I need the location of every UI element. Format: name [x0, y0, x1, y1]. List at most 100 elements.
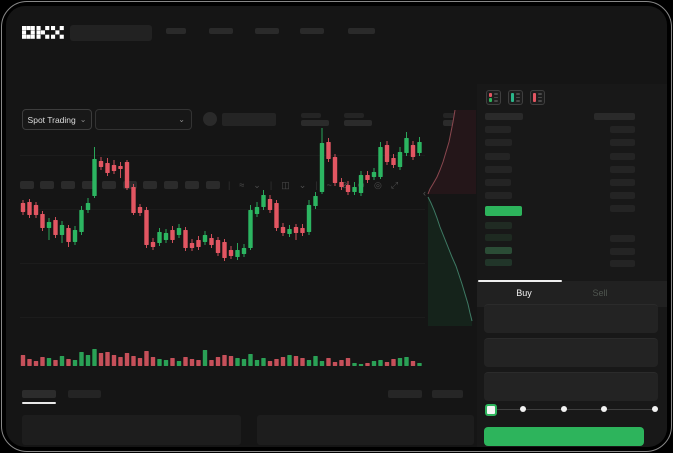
- bid-row-1[interactable]: [485, 234, 512, 241]
- slider-handle[interactable]: [485, 404, 497, 416]
- top-navbar: [6, 6, 667, 50]
- slider-stop-1[interactable]: [520, 406, 526, 412]
- bid-row-0[interactable]: [485, 222, 512, 229]
- coin-avatar: [203, 112, 217, 126]
- ask-amount-1: [610, 139, 635, 146]
- slider-stop-4[interactable]: [652, 406, 658, 412]
- draw-tool-icon[interactable]: ⊘: [340, 179, 349, 190]
- gridline-1: [20, 209, 425, 210]
- ask-row-2[interactable]: [485, 153, 510, 160]
- ask-amount-6: [610, 205, 635, 212]
- gridline-3: [20, 317, 425, 318]
- bid-row-3[interactable]: [485, 259, 512, 266]
- bid-row-2[interactable]: [485, 247, 512, 254]
- ask-amount-3: [610, 166, 635, 173]
- bottom-panel-1: [257, 415, 474, 445]
- interval-button-2[interactable]: [61, 181, 75, 189]
- okx-logo[interactable]: [22, 26, 64, 40]
- ask-amount-4: [610, 179, 635, 186]
- settings-circle-icon[interactable]: ◎: [373, 179, 382, 190]
- chart-toolbar: |≈⌄|◫⌄|~⊘⊛◎⤢: [6, 88, 460, 190]
- bottom-panel-0: [22, 415, 241, 445]
- stat-value-placeholder-1: [344, 120, 372, 126]
- interval-button-4[interactable]: [102, 181, 116, 189]
- bid-amount-1: [610, 248, 635, 255]
- stat-label-placeholder-0: [301, 113, 321, 118]
- nav-search-placeholder[interactable]: [70, 25, 152, 41]
- bid-amount-2: [610, 260, 635, 267]
- indicator-zigzag-icon[interactable]: ≈: [239, 180, 245, 190]
- interval-button-0[interactable]: [20, 181, 34, 189]
- volume-chart: [20, 349, 422, 366]
- orderbook-view-all-icon[interactable]: [486, 90, 501, 105]
- stat-value-placeholder-0: [301, 120, 329, 126]
- chevron-down-icon: ⌄: [178, 114, 185, 124]
- ob-header-price: [485, 113, 523, 120]
- depth-collapse-icon[interactable]: ‹: [423, 188, 426, 198]
- chevron-down-icon[interactable]: ⌄: [298, 179, 307, 190]
- bottom-tab-1[interactable]: [68, 390, 101, 398]
- divider: |: [269, 180, 273, 190]
- market-bar: Spot Trading ⌄ ⌄: [6, 52, 667, 130]
- ask-row-1[interactable]: [485, 139, 512, 146]
- chevron-down-icon[interactable]: ⌄: [253, 179, 261, 190]
- chevron-down-icon: ⌄: [79, 114, 87, 124]
- candle-style-icon[interactable]: ◫: [281, 179, 290, 190]
- depth-chart[interactable]: [427, 110, 476, 328]
- interval-button-5[interactable]: [123, 181, 137, 189]
- candlestick-chart[interactable]: [20, 110, 425, 334]
- nav-item-placeholder-0[interactable]: [166, 28, 186, 34]
- line-tool-icon[interactable]: ~: [326, 180, 332, 190]
- ask-amount-5: [610, 192, 635, 199]
- last-price-bar[interactable]: [485, 206, 522, 216]
- pair-selector-dropdown[interactable]: ⌄: [95, 109, 192, 130]
- orderbook-view-asks-icon[interactable]: [530, 90, 545, 105]
- interval-button-9[interactable]: [206, 181, 220, 189]
- ask-amount-0: [610, 126, 635, 133]
- screen: Spot Trading ⌄ ⌄ |≈⌄|◫⌄|~⊘⊛◎⤢ ‹: [6, 6, 667, 447]
- form-input-2[interactable]: [484, 372, 658, 401]
- active-tab-indicator: [478, 280, 562, 282]
- divider: |: [315, 180, 318, 190]
- ask-amount-2: [610, 153, 635, 160]
- interval-button-3[interactable]: [82, 181, 96, 189]
- ob-header-amount: [594, 113, 635, 120]
- nav-item-placeholder-1[interactable]: [209, 28, 233, 34]
- interval-button-8[interactable]: [185, 181, 199, 189]
- stat-label-placeholder-2: [443, 113, 463, 118]
- spot-trading-dropdown[interactable]: Spot Trading ⌄: [22, 109, 92, 130]
- bottom-action-1[interactable]: [432, 390, 463, 398]
- nav-item-placeholder-4[interactable]: [348, 28, 375, 34]
- orderbook-view-bids-icon[interactable]: [508, 90, 523, 105]
- amount-slider[interactable]: [484, 402, 664, 418]
- interval-button-7[interactable]: [164, 181, 178, 189]
- gridline-0: [20, 155, 425, 156]
- trade-tabstrip: Buy Sell: [477, 280, 667, 307]
- form-input-0[interactable]: [484, 304, 658, 333]
- ask-row-5[interactable]: [485, 192, 512, 199]
- form-input-1[interactable]: [484, 338, 658, 367]
- pair-name-placeholder: [222, 113, 276, 126]
- bottom-action-0[interactable]: [388, 390, 422, 398]
- interval-button-6[interactable]: [143, 181, 157, 189]
- interval-button-1[interactable]: [40, 181, 54, 189]
- nav-item-placeholder-2[interactable]: [255, 28, 279, 34]
- nav-item-placeholder-3[interactable]: [300, 28, 324, 34]
- ask-row-3[interactable]: [485, 166, 512, 173]
- fullscreen-icon[interactable]: ⤢: [390, 179, 399, 190]
- slider-track[interactable]: [490, 408, 656, 410]
- tab-buy[interactable]: Buy: [516, 288, 532, 298]
- ask-row-4[interactable]: [485, 179, 511, 186]
- slider-stop-3[interactable]: [601, 406, 607, 412]
- bottom-tab-0[interactable]: [22, 390, 56, 398]
- tab-sell[interactable]: Sell: [592, 288, 608, 298]
- bottom-tab-indicator: [22, 402, 56, 404]
- gridline-2: [20, 263, 425, 264]
- stat-label-placeholder-1: [344, 113, 364, 118]
- bid-amount-0: [610, 235, 635, 242]
- buy-submit-button[interactable]: [484, 427, 644, 446]
- ask-row-0[interactable]: [485, 126, 511, 133]
- divider: |: [228, 180, 231, 190]
- slider-stop-2[interactable]: [561, 406, 567, 412]
